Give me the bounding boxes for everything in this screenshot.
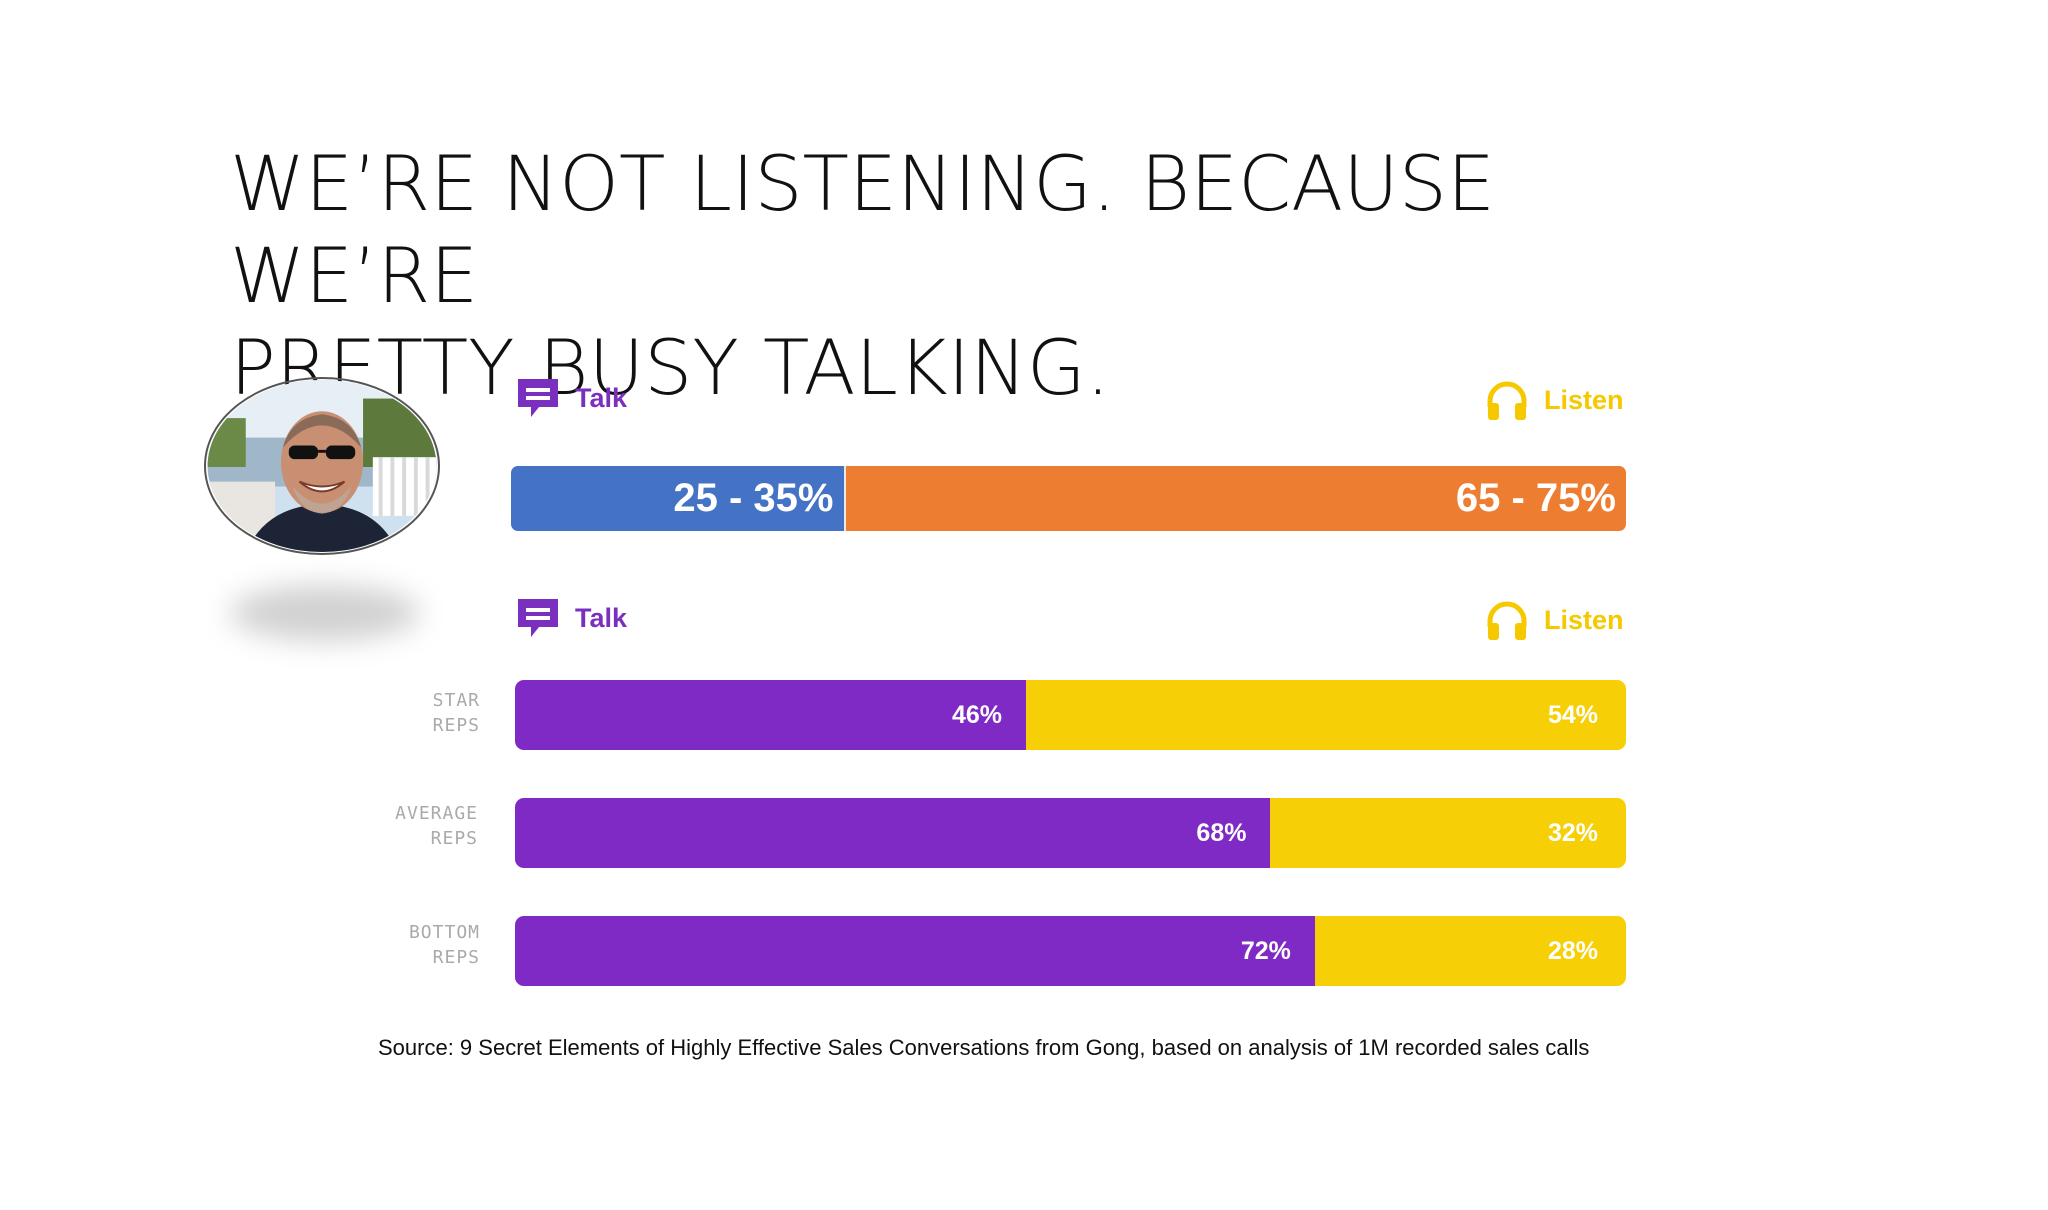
chat-bubble-icon — [518, 379, 558, 417]
chat-bubble-icon — [518, 599, 558, 637]
legend-talk-label: Talk — [575, 382, 628, 413]
overall-talk-segment: 25 - 35% — [511, 466, 846, 531]
headphones-icon — [1487, 601, 1527, 640]
avatar-shadow — [230, 585, 420, 641]
star-reps-talk-value-label: 46% — [952, 700, 1003, 729]
row-label-line-2: REPS — [430, 828, 478, 849]
row-label-line-2: REPS — [432, 715, 480, 736]
average-reps-talk-segment: 68% — [515, 798, 1271, 868]
avatar — [204, 377, 440, 555]
bottom-reps-talk-value-label: 72% — [1240, 936, 1291, 965]
overall-listen-segment: 65 - 75% — [845, 466, 1626, 531]
overall-talk-value-label: 25 - 35% — [673, 476, 834, 520]
legend-listen-bottom: Listen — [1484, 595, 1624, 645]
slide-title-line-1: WE’RE NOT LISTENING. BECAUSE WE’RE — [230, 139, 1496, 320]
source-note: Source: 9 Secret Elements of Highly Effe… — [378, 1035, 1590, 1060]
row-label-average-reps: AVERAGE REPS — [358, 801, 478, 851]
headphones-icon — [1487, 381, 1527, 420]
row-label-bottom-reps: BOTTOM REPS — [360, 920, 480, 970]
bottom-reps-talk-segment: 72% — [515, 916, 1315, 986]
bottom-reps-bar: 72% 28% — [515, 916, 1626, 986]
overall-talk-listen-bar: 25 - 35% 65 - 75% — [511, 466, 1626, 531]
legend-talk-bottom: Talk — [515, 593, 627, 643]
average-reps-listen-segment: 32% — [1270, 798, 1626, 868]
legend-talk-label: Talk — [575, 602, 628, 633]
average-reps-talk-value-label: 68% — [1196, 818, 1247, 847]
bottom-reps-listen-segment: 28% — [1314, 916, 1626, 986]
slide-title: WE’RE NOT LISTENING. BECAUSE WE’RE PRETT… — [230, 138, 1730, 414]
row-label-star-reps: STAR REPS — [360, 688, 480, 738]
legend-listen-top: Listen — [1484, 375, 1624, 425]
star-reps-listen-value-label: 54% — [1547, 700, 1598, 729]
overall-listen-value-label: 65 - 75% — [1455, 476, 1616, 520]
row-label-line-2: REPS — [432, 947, 480, 968]
row-label-line-1: STAR — [432, 690, 480, 711]
star-reps-talk-segment: 46% — [515, 680, 1027, 750]
legend-listen-label: Listen — [1544, 384, 1624, 415]
row-label-line-1: BOTTOM — [408, 922, 480, 943]
star-reps-bar: 46% 54% — [515, 680, 1626, 750]
row-label-line-1: AVERAGE — [395, 803, 478, 824]
legend-listen-label: Listen — [1544, 604, 1624, 635]
star-reps-listen-segment: 54% — [1026, 680, 1626, 750]
avatar-photo — [204, 377, 440, 555]
bottom-reps-listen-value-label: 28% — [1547, 936, 1598, 965]
average-reps-listen-value-label: 32% — [1547, 818, 1598, 847]
legend-talk-top: Talk — [515, 373, 627, 423]
average-reps-bar: 68% 32% — [515, 798, 1626, 868]
